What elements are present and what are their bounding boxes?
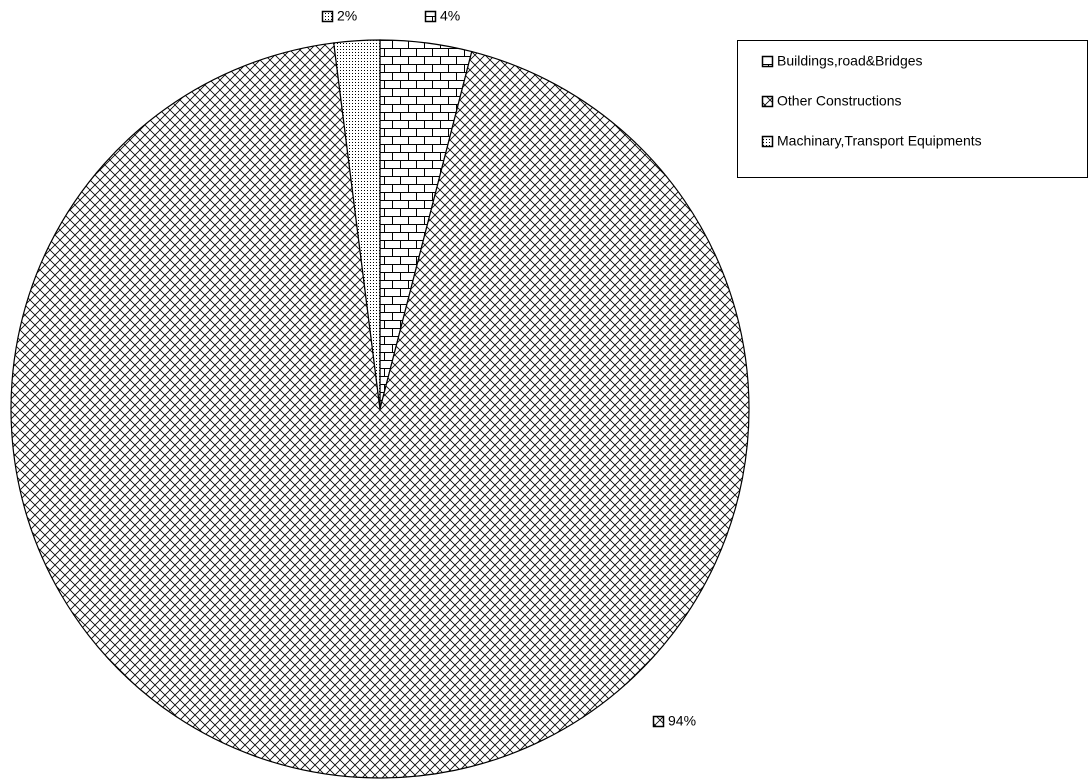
legend: Buildings,road&Bridges Other Construction… (737, 40, 1088, 178)
legend-label: Machinary,Transport Equipments (777, 133, 982, 149)
data-label: 94% (668, 713, 696, 729)
legend-swatch (761, 95, 774, 108)
legend-box (737, 40, 1088, 178)
data-label: 2% (337, 8, 357, 24)
legend-swatch (761, 135, 774, 148)
data-labels: 4% 94% 2% (321, 8, 696, 729)
pie-slice (10, 42, 750, 779)
pie-slice (333, 39, 381, 410)
data-label: 4% (440, 8, 460, 24)
pie (10, 39, 750, 779)
legend-swatch (761, 55, 774, 68)
label-swatch (321, 10, 334, 23)
label-swatch (424, 10, 437, 23)
legend-label: Buildings,road&Bridges (777, 53, 923, 69)
legend-label: Other Constructions (777, 93, 902, 109)
label-swatch (652, 715, 665, 728)
